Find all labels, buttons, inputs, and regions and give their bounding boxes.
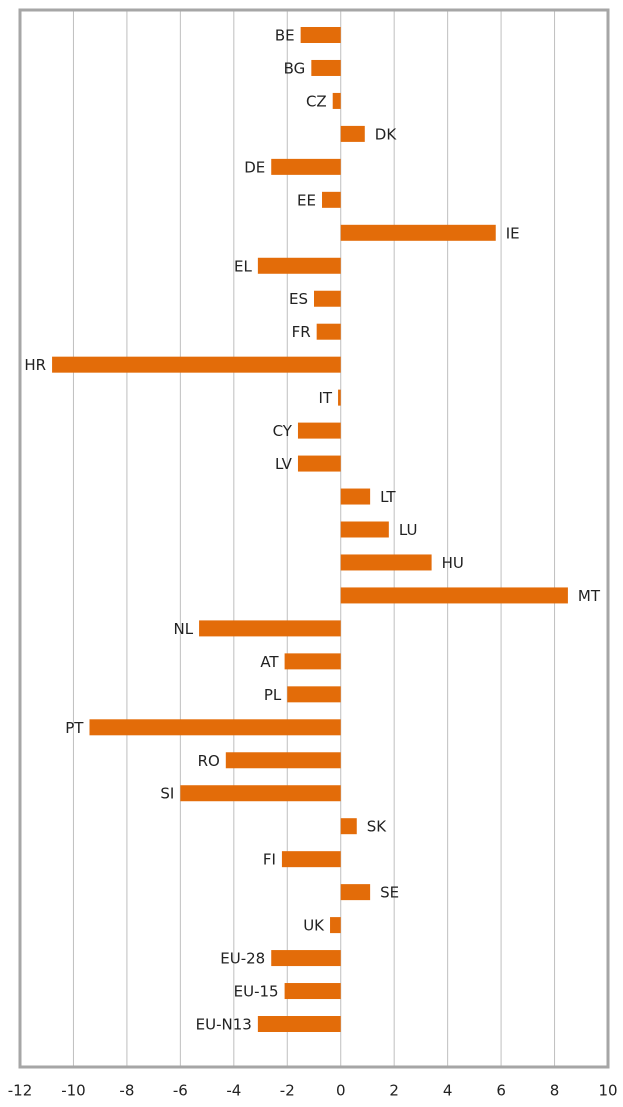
bar xyxy=(340,884,371,901)
bar-label: PT xyxy=(65,719,84,737)
x-tick-label: 0 xyxy=(336,1082,346,1100)
bar-label: MT xyxy=(578,587,601,605)
bar-label: CY xyxy=(273,422,293,440)
bar xyxy=(340,125,365,142)
bar-label: EU-N13 xyxy=(196,1016,252,1034)
bar xyxy=(340,488,371,505)
bar xyxy=(297,455,341,472)
bar-label: BG xyxy=(284,59,306,77)
bar xyxy=(316,323,341,340)
bar-label: DK xyxy=(375,125,398,143)
bar-label: FI xyxy=(263,851,276,869)
bar-label: LV xyxy=(275,455,293,473)
bar-label: EU-15 xyxy=(234,983,279,1001)
x-tick-label: 4 xyxy=(443,1082,453,1100)
bar-label: LU xyxy=(399,521,418,539)
bar xyxy=(257,1016,341,1032)
bar xyxy=(225,752,341,769)
plot-frame xyxy=(18,8,610,1069)
x-tick-label: -4 xyxy=(226,1082,241,1100)
bar xyxy=(180,785,341,802)
bar-label: EE xyxy=(297,191,316,209)
bar-label: UK xyxy=(303,917,325,935)
x-tick-label: -12 xyxy=(8,1082,33,1100)
bar-label: EL xyxy=(234,257,252,275)
x-tick-label: -8 xyxy=(119,1082,134,1100)
bar-label: CZ xyxy=(306,92,327,110)
bar xyxy=(340,554,432,571)
bar xyxy=(271,158,341,175)
bar xyxy=(340,587,568,604)
bar-label: NL xyxy=(173,620,193,638)
bar-label: AT xyxy=(260,653,279,671)
bar-label: BE xyxy=(275,27,295,45)
bar xyxy=(284,653,341,670)
bar-label: DE xyxy=(244,158,265,176)
bar-label: IE xyxy=(506,224,520,242)
bar xyxy=(281,851,341,868)
bar xyxy=(338,389,341,406)
bar-label: HU xyxy=(442,554,464,572)
bar-label: FR xyxy=(292,323,311,341)
x-tick-label: 8 xyxy=(550,1082,560,1100)
bar xyxy=(89,719,341,736)
bar xyxy=(340,818,357,835)
x-tick-label: -2 xyxy=(280,1082,295,1100)
bar-label: SK xyxy=(367,818,388,836)
bar xyxy=(332,92,341,109)
bar-label: IT xyxy=(318,389,332,407)
bar-label: EU-28 xyxy=(220,950,265,968)
bar xyxy=(271,950,341,967)
bar xyxy=(330,917,341,934)
x-tick-label: 10 xyxy=(598,1082,617,1100)
bar xyxy=(300,27,341,43)
bar xyxy=(287,686,341,703)
bar xyxy=(314,290,341,307)
x-tick-label: 6 xyxy=(496,1082,506,1100)
bar xyxy=(284,983,341,1000)
x-tick-label: 2 xyxy=(389,1082,399,1100)
bar xyxy=(52,356,341,373)
bar xyxy=(311,59,341,76)
bar-label: SE xyxy=(380,884,399,902)
bar-label: HR xyxy=(24,356,46,374)
bar-label: LT xyxy=(380,488,396,506)
x-tick-label: -6 xyxy=(173,1082,188,1100)
bar-label: ES xyxy=(289,290,308,308)
bar-label: PL xyxy=(264,686,282,704)
bar xyxy=(257,257,341,274)
bar-label: SI xyxy=(160,785,174,803)
bar xyxy=(199,620,341,637)
bar xyxy=(340,521,389,538)
bar-label: RO xyxy=(198,752,220,770)
x-tick-label: -10 xyxy=(61,1082,86,1100)
bar xyxy=(340,224,496,241)
bar xyxy=(297,422,341,439)
bar xyxy=(322,191,341,208)
